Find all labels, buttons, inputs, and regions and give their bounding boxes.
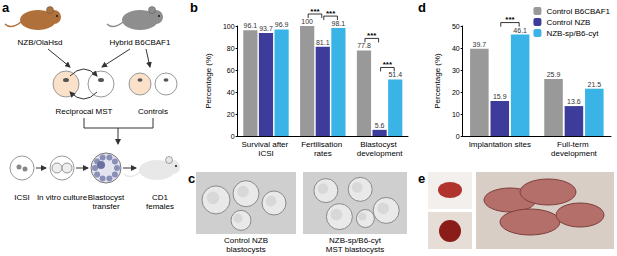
- svg-text:46.1: 46.1: [513, 27, 527, 34]
- svg-text:***: ***: [367, 31, 377, 40]
- svg-text:100: 100: [301, 18, 313, 25]
- svg-text:Control NZB: Control NZB: [224, 236, 268, 245]
- svg-text:blastocysts: blastocysts: [226, 245, 266, 254]
- svg-text:30: 30: [452, 67, 460, 74]
- svg-text:ICSI: ICSI: [14, 193, 30, 202]
- svg-text:96.9: 96.9: [275, 21, 289, 28]
- svg-text:transfer: transfer: [92, 202, 119, 211]
- svg-text:20: 20: [452, 89, 460, 96]
- svg-text:***: ***: [505, 15, 515, 24]
- svg-text:NZB-sp/B6-cyt: NZB-sp/B6-cyt: [546, 29, 599, 38]
- svg-text:NZB-sp/B6-cyt: NZB-sp/B6-cyt: [329, 236, 382, 245]
- svg-text:Implantation sites: Implantation sites: [469, 140, 531, 149]
- svg-text:40: 40: [452, 45, 460, 52]
- svg-text:***: ***: [310, 7, 320, 16]
- svg-text:e: e: [418, 171, 425, 186]
- svg-text:96.1: 96.1: [244, 22, 258, 29]
- svg-text:50: 50: [452, 23, 460, 30]
- svg-text:39.7: 39.7: [473, 41, 487, 48]
- svg-text:females: females: [146, 202, 174, 211]
- svg-text:Reciprocal MST: Reciprocal MST: [56, 107, 113, 116]
- svg-text:Blastocyst: Blastocyst: [360, 140, 399, 149]
- svg-text:Percentage (%): Percentage (%): [433, 53, 442, 109]
- svg-text:c: c: [188, 171, 195, 186]
- svg-text:0: 0: [456, 133, 460, 140]
- svg-text:51.4: 51.4: [388, 71, 402, 78]
- svg-text:MST blastocysts: MST blastocysts: [326, 245, 385, 254]
- svg-text:Survival after: Survival after: [242, 140, 291, 149]
- svg-text:80: 80: [227, 45, 235, 52]
- svg-text:development: development: [357, 149, 404, 158]
- svg-text:13.6: 13.6: [567, 98, 581, 105]
- svg-text:ICSI: ICSI: [258, 149, 274, 158]
- svg-text:Control B6CBAF1: Control B6CBAF1: [546, 7, 610, 16]
- svg-text:98.1: 98.1: [332, 20, 346, 27]
- svg-text:100: 100: [223, 23, 235, 30]
- svg-text:NZB/OlaHsd: NZB/OlaHsd: [18, 38, 63, 47]
- svg-text:77.8: 77.8: [357, 42, 371, 49]
- svg-text:a: a: [2, 0, 10, 15]
- svg-text:21.5: 21.5: [588, 81, 602, 88]
- svg-text:93.7: 93.7: [259, 25, 273, 32]
- svg-text:15.9: 15.9: [493, 93, 507, 100]
- svg-text:Hybrid B6CBAF1: Hybrid B6CBAF1: [110, 38, 171, 47]
- svg-text:Fertilisation: Fertilisation: [301, 140, 344, 149]
- svg-text:0: 0: [231, 133, 235, 140]
- svg-text:81.1: 81.1: [316, 39, 330, 46]
- svg-text:d: d: [418, 0, 426, 15]
- svg-text:10: 10: [452, 111, 460, 118]
- svg-text:CD1: CD1: [152, 193, 169, 202]
- svg-text:Blastocyst: Blastocyst: [88, 193, 125, 202]
- svg-text:In vitro culture: In vitro culture: [37, 193, 88, 202]
- svg-text:Controls: Controls: [138, 107, 168, 116]
- svg-text:development: development: [551, 149, 598, 158]
- svg-text:rates: rates: [314, 149, 332, 158]
- svg-text:25.9: 25.9: [547, 71, 561, 78]
- svg-text:***: ***: [383, 60, 393, 69]
- svg-text:Percentage (%): Percentage (%): [204, 53, 213, 109]
- svg-text:60: 60: [227, 67, 235, 74]
- svg-text:40: 40: [227, 89, 235, 96]
- svg-text:Control NZB: Control NZB: [546, 18, 590, 27]
- svg-text:Full-term: Full-term: [557, 140, 591, 149]
- svg-text:20: 20: [227, 111, 235, 118]
- svg-text:b: b: [190, 0, 198, 15]
- svg-text:***: ***: [326, 9, 336, 18]
- svg-text:5.6: 5.6: [375, 122, 385, 129]
